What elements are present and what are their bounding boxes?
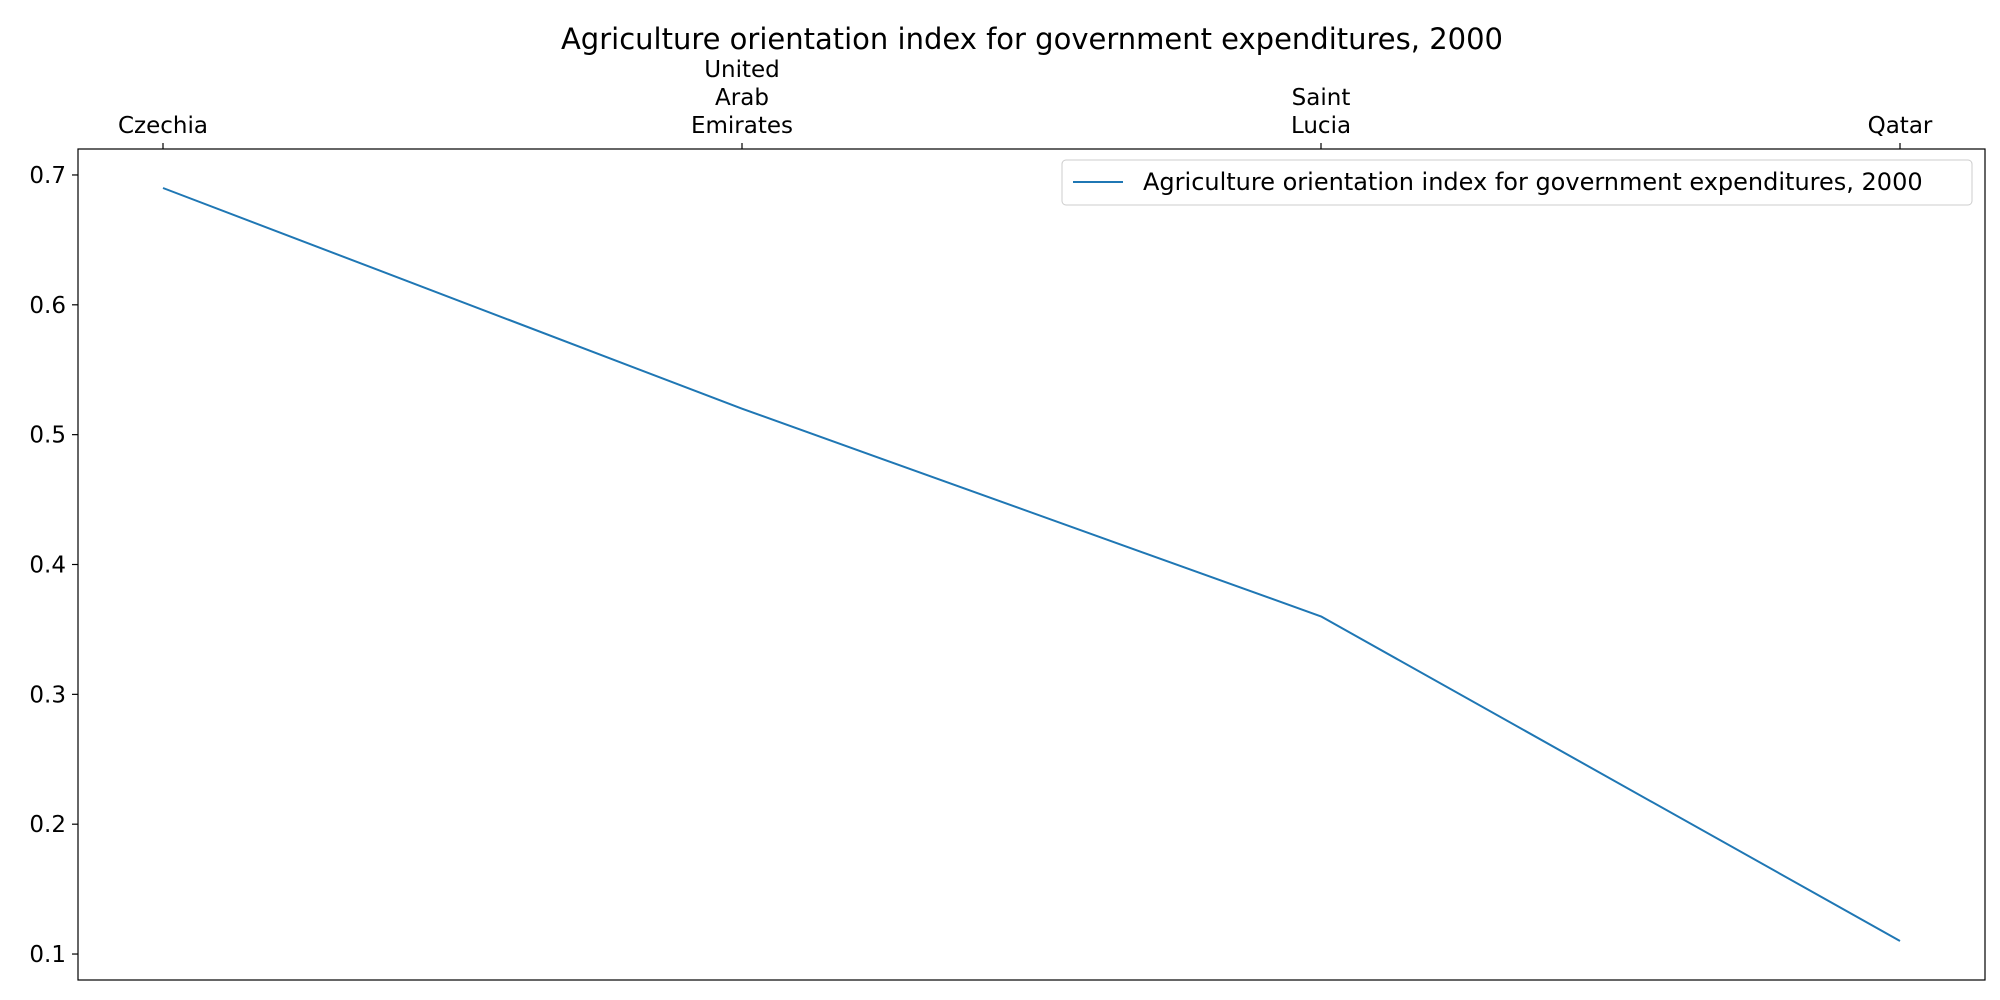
legend: Agriculture orientation index for govern… <box>1061 159 1973 206</box>
y-tick-label: 0.7 <box>29 163 66 189</box>
data-point <box>1320 615 1322 617</box>
series-layer <box>162 187 1901 942</box>
data-point <box>741 408 743 410</box>
legend-box <box>1061 159 1973 206</box>
plot-area <box>77 148 1986 981</box>
legend-label: Agriculture orientation index for govern… <box>1143 168 1923 196</box>
x-tick-label: Qatar <box>1868 113 1933 139</box>
series-line <box>162 187 1901 942</box>
chart-title: Agriculture orientation index for govern… <box>561 22 1503 56</box>
y-tick-label: 0.4 <box>29 553 66 579</box>
y-tick-label: 0.6 <box>29 293 66 319</box>
y-tick-label: 0.3 <box>29 682 66 708</box>
x-axis-top: Czechia United Arab Emirates Saint Lucia Qatar <box>118 57 1933 149</box>
y-tick-label: 0.5 <box>29 423 66 449</box>
data-point <box>1899 940 1901 942</box>
y-tick-label: 0.1 <box>29 942 66 968</box>
y-axis: 0.1 0.2 0.3 0.4 0.5 0.6 0.7 <box>29 163 78 968</box>
x-tick-label: Czechia <box>118 113 208 139</box>
x-tick-label: United Arab Emirates <box>691 57 793 139</box>
x-tick-label: Saint Lucia <box>1291 85 1351 139</box>
y-tick-label: 0.2 <box>29 812 66 838</box>
data-point <box>162 187 164 189</box>
